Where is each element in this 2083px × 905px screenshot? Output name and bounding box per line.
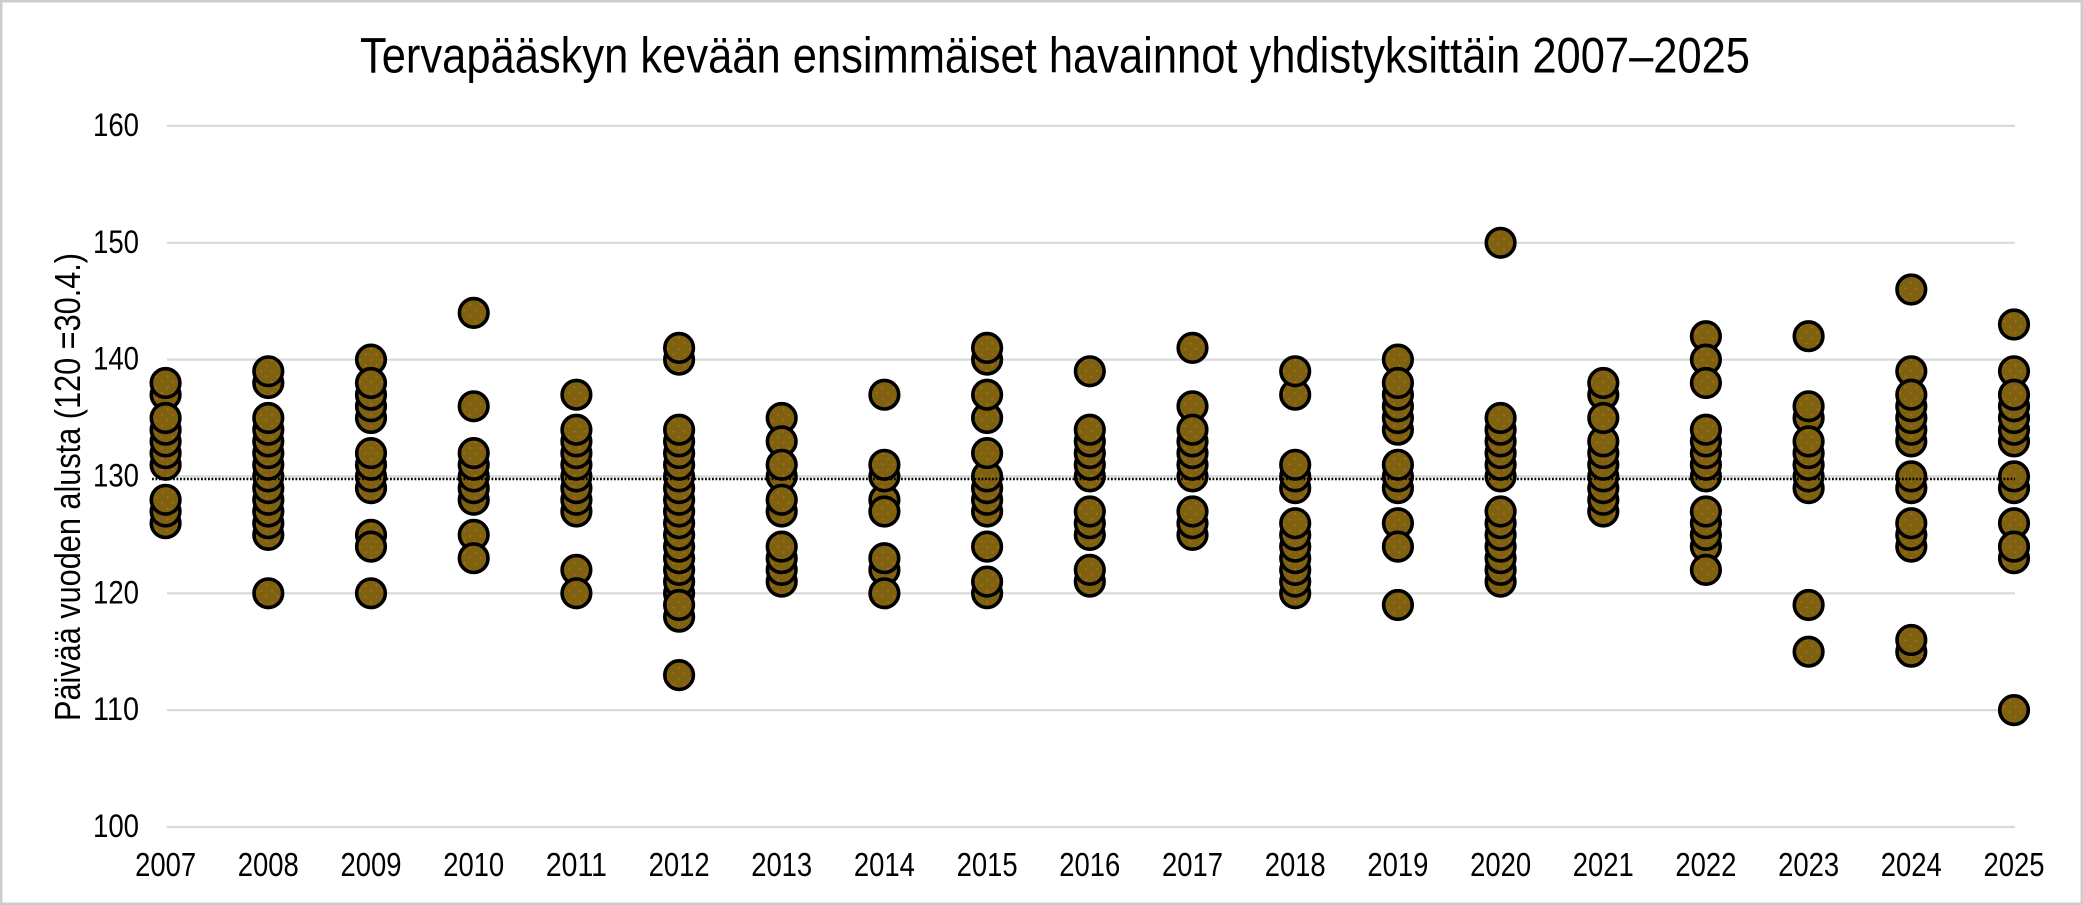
svg-text:Tervapääskyn kevään ensimmäise: Tervapääskyn kevään ensimmäiset havainno… [360, 28, 1750, 84]
svg-text:2018: 2018 [1265, 846, 1326, 883]
svg-text:140: 140 [93, 341, 139, 377]
svg-text:110: 110 [93, 691, 139, 727]
svg-text:2017: 2017 [1162, 846, 1223, 883]
svg-text:2009: 2009 [341, 846, 402, 883]
svg-text:100: 100 [93, 808, 139, 844]
svg-text:2007: 2007 [135, 846, 196, 883]
svg-text:2025: 2025 [1984, 846, 2045, 883]
svg-text:2014: 2014 [854, 846, 915, 883]
svg-text:2020: 2020 [1470, 846, 1531, 883]
svg-text:2011: 2011 [546, 846, 607, 883]
svg-text:2012: 2012 [649, 846, 710, 883]
svg-text:2021: 2021 [1573, 846, 1634, 883]
svg-text:2022: 2022 [1675, 846, 1736, 883]
svg-text:2024: 2024 [1881, 846, 1942, 883]
svg-text:2016: 2016 [1059, 846, 1120, 883]
svg-text:2010: 2010 [443, 846, 504, 883]
svg-text:2023: 2023 [1778, 846, 1839, 883]
svg-text:130: 130 [93, 457, 139, 493]
svg-text:160: 160 [93, 107, 139, 143]
svg-text:Päivää vuoden alusta (120 =30.: Päivää vuoden alusta (120 =30.4.) [47, 253, 88, 721]
svg-text:150: 150 [93, 224, 139, 260]
svg-text:120: 120 [93, 574, 139, 610]
svg-text:2019: 2019 [1367, 846, 1428, 883]
svg-text:2015: 2015 [957, 846, 1018, 883]
svg-text:2013: 2013 [751, 846, 812, 883]
svg-text:2008: 2008 [238, 846, 299, 883]
